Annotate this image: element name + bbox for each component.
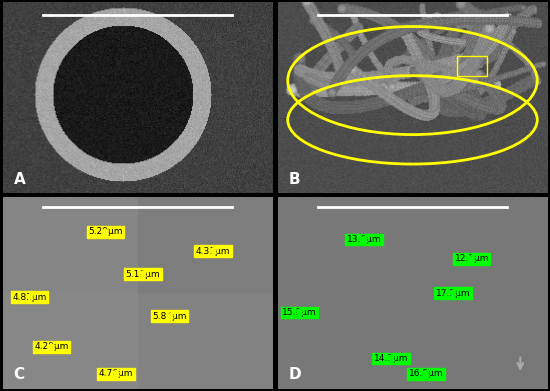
Text: D: D <box>289 368 301 382</box>
Text: 12.1μm: 12.1μm <box>454 254 489 263</box>
Text: A: A <box>14 172 25 187</box>
Text: 17.5μm: 17.5μm <box>436 289 470 298</box>
Text: B: B <box>289 172 300 187</box>
Text: 14.3μm: 14.3μm <box>373 354 408 363</box>
Text: C: C <box>14 368 25 382</box>
Text: 5.84μm: 5.84μm <box>152 312 187 321</box>
Text: 4.38μm: 4.38μm <box>196 247 230 256</box>
Text: 5.16μm: 5.16μm <box>125 269 160 279</box>
Text: 4.82μm: 4.82μm <box>13 292 47 301</box>
Text: 15.8μm: 15.8μm <box>282 308 317 317</box>
Bar <box>458 56 487 75</box>
Text: 4.29μm: 4.29μm <box>34 343 68 352</box>
Text: 5.29μm: 5.29μm <box>88 228 123 237</box>
Text: 4.76μm: 4.76μm <box>98 369 133 378</box>
Text: 13.6μm: 13.6μm <box>346 235 381 244</box>
Text: 16.9μm: 16.9μm <box>409 369 443 378</box>
